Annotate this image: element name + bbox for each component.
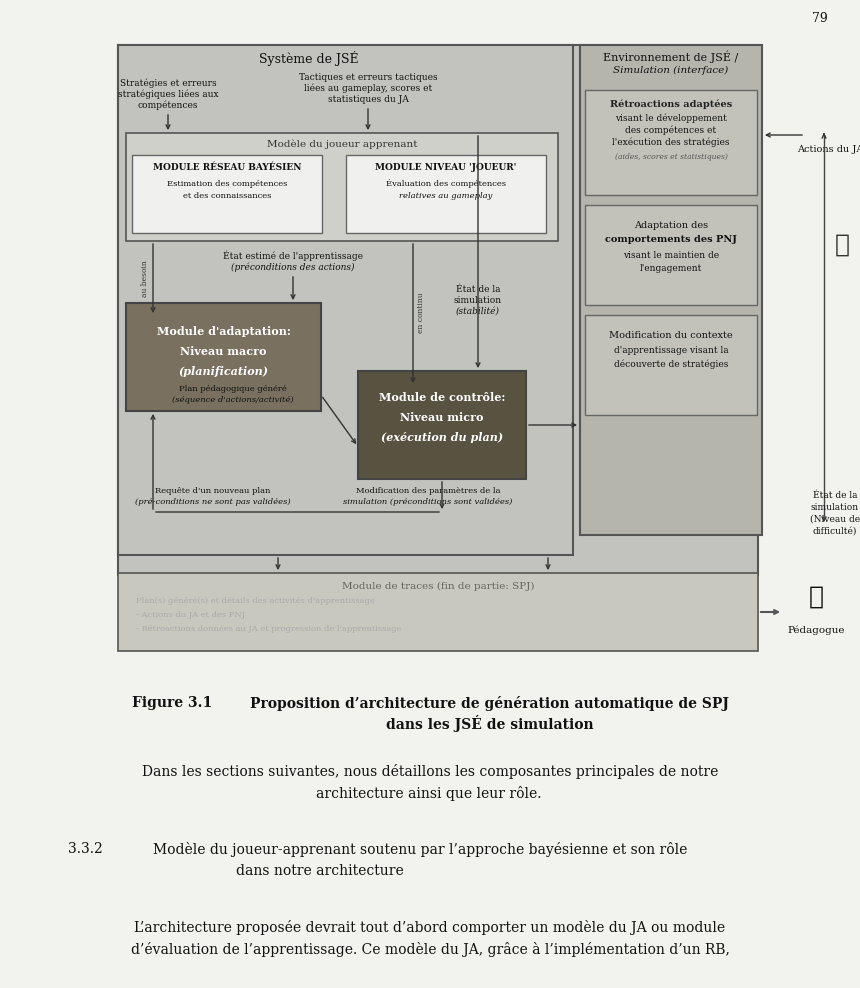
Bar [358,371,526,479]
Text: Simulation (interface): Simulation (interface) [613,65,728,74]
Text: Niveau micro: Niveau micro [400,411,483,423]
Text: MODULE RÉSEAU BAYÉSIEN: MODULE RÉSEAU BAYÉSIEN [153,163,301,173]
Text: (séquence d'actions/activité): (séquence d'actions/activité) [172,396,294,404]
Bar [126,303,321,411]
Text: (planification): (planification) [179,366,268,376]
Text: (exécution du plan): (exécution du plan) [381,432,503,443]
Text: Module de contrôle:: Module de contrôle: [378,391,505,402]
Text: (Niveau de: (Niveau de [810,515,860,524]
Text: État de la: État de la [813,490,857,500]
Bar [580,45,762,535]
Text: simulation (préconditions sont validées): simulation (préconditions sont validées) [343,498,513,506]
Text: comportements des PNJ: comportements des PNJ [605,234,737,243]
Text: Module d'adaptation:: Module d'adaptation: [157,325,291,337]
Text: l'engagement: l'engagement [640,264,702,273]
Text: statistiques du JA: statistiques du JA [328,95,408,104]
Text: Modification des paramètres de la: Modification des paramètres de la [356,487,501,495]
Bar [118,45,573,555]
Text: Actions du JA: Actions du JA [797,145,860,154]
Text: Estimation des compétences: Estimation des compétences [167,180,287,188]
Text: relatives au gameplay: relatives au gameplay [399,192,493,200]
Text: - Rétroactions données au JA et progression de l'apprentissage: - Rétroactions données au JA et progress… [136,625,402,633]
Text: et des connaissances: et des connaissances [183,192,271,200]
Text: simulation: simulation [454,295,502,304]
Bar [585,205,757,305]
Text: Environnement de JSÉ /: Environnement de JSÉ / [604,50,739,63]
Text: Évaluation des compétences: Évaluation des compétences [386,180,506,189]
Text: (aides, scores et statistiques): (aides, scores et statistiques) [615,153,728,161]
Text: Stratégies et erreurs: Stratégies et erreurs [120,78,217,88]
Text: Pédagogue: Pédagogue [787,625,845,634]
Text: 79: 79 [812,12,828,25]
Text: 3.3.2: 3.3.2 [68,842,102,856]
Text: d'apprentissage visant la: d'apprentissage visant la [614,346,728,355]
Text: liées au gameplay, scores et: liées au gameplay, scores et [304,83,432,93]
Text: Plan(s) généré(s) et détails des activités d'apprentissage: Plan(s) généré(s) et détails des activit… [136,597,375,605]
Text: Figure 3.1: Figure 3.1 [132,696,212,710]
Text: MODULE NIVEAU 'JOUEUR': MODULE NIVEAU 'JOUEUR' [375,163,517,173]
Text: Système de JSÉ: Système de JSÉ [259,51,359,66]
Text: l'exécution des stratégies: l'exécution des stratégies [612,137,730,147]
Text: (stabilité): (stabilité) [456,306,500,315]
Text: ⛹: ⛹ [834,233,850,257]
Text: simulation: simulation [811,503,859,512]
Text: visant le maintien de: visant le maintien de [623,251,719,260]
Bar [118,573,758,651]
Text: Module de traces (fin de partie: SPJ): Module de traces (fin de partie: SPJ) [341,581,534,591]
Text: (pré-conditions ne sont pas validées): (pré-conditions ne sont pas validées) [135,498,291,506]
Bar [585,315,757,415]
Text: Dans les sections suivantes, nous détaillons les composantes principales de notr: Dans les sections suivantes, nous détail… [142,764,718,779]
Text: des compétences et: des compétences et [625,125,716,134]
Text: 🧑: 🧑 [808,586,824,609]
Text: Rétroactions adaptées: Rétroactions adaptées [610,99,732,109]
Bar [118,45,758,575]
Text: dans notre architecture: dans notre architecture [236,864,403,878]
Text: État de la: État de la [456,285,501,293]
Text: compétences: compétences [138,100,199,110]
Text: d’évaluation de l’apprentissage. Ce modèle du JA, grâce à l’implémentation d’un : d’évaluation de l’apprentissage. Ce modè… [131,942,729,956]
Text: stratégiques liées aux: stratégiques liées aux [118,89,218,99]
Text: dans les JSÉ de simulation: dans les JSÉ de simulation [386,714,593,731]
Bar [126,133,558,241]
Bar [346,155,546,233]
Text: Modèle du joueur-apprenant soutenu par l’approche bayésienne et son rôle: Modèle du joueur-apprenant soutenu par l… [153,842,687,857]
Text: (préconditions des actions): (préconditions des actions) [231,262,354,272]
Text: difficulté): difficulté) [813,527,857,535]
Text: L’architecture proposée devrait tout d’abord comporter un modèle du JA ou module: L’architecture proposée devrait tout d’a… [134,920,726,935]
Text: Proposition d’architecture de génération automatique de SPJ: Proposition d’architecture de génération… [250,696,729,710]
Text: Modèle du joueur apprenant: Modèle du joueur apprenant [267,139,417,149]
Text: Modification du contexte: Modification du contexte [609,331,733,340]
Text: Niveau macro: Niveau macro [181,346,267,357]
Text: - Actions du JA et des PNJ: - Actions du JA et des PNJ [136,611,245,619]
Bar [585,90,757,195]
Text: découverte de stratégies: découverte de stratégies [614,360,728,369]
Text: Requête d'un nouveau plan: Requête d'un nouveau plan [156,487,271,495]
Text: en continu: en continu [417,292,425,333]
Text: au besoin: au besoin [141,261,149,297]
Text: architecture ainsi que leur rôle.: architecture ainsi que leur rôle. [316,785,542,800]
Text: Adaptation des: Adaptation des [634,220,708,229]
Text: visant le développement: visant le développement [615,114,727,123]
Bar [132,155,322,233]
Text: État estimé de l'apprentissage: État estimé de l'apprentissage [223,251,363,261]
Text: Tactiques et erreurs tactiques: Tactiques et erreurs tactiques [298,72,438,81]
Text: Plan pédagogique généré: Plan pédagogique généré [179,385,287,393]
